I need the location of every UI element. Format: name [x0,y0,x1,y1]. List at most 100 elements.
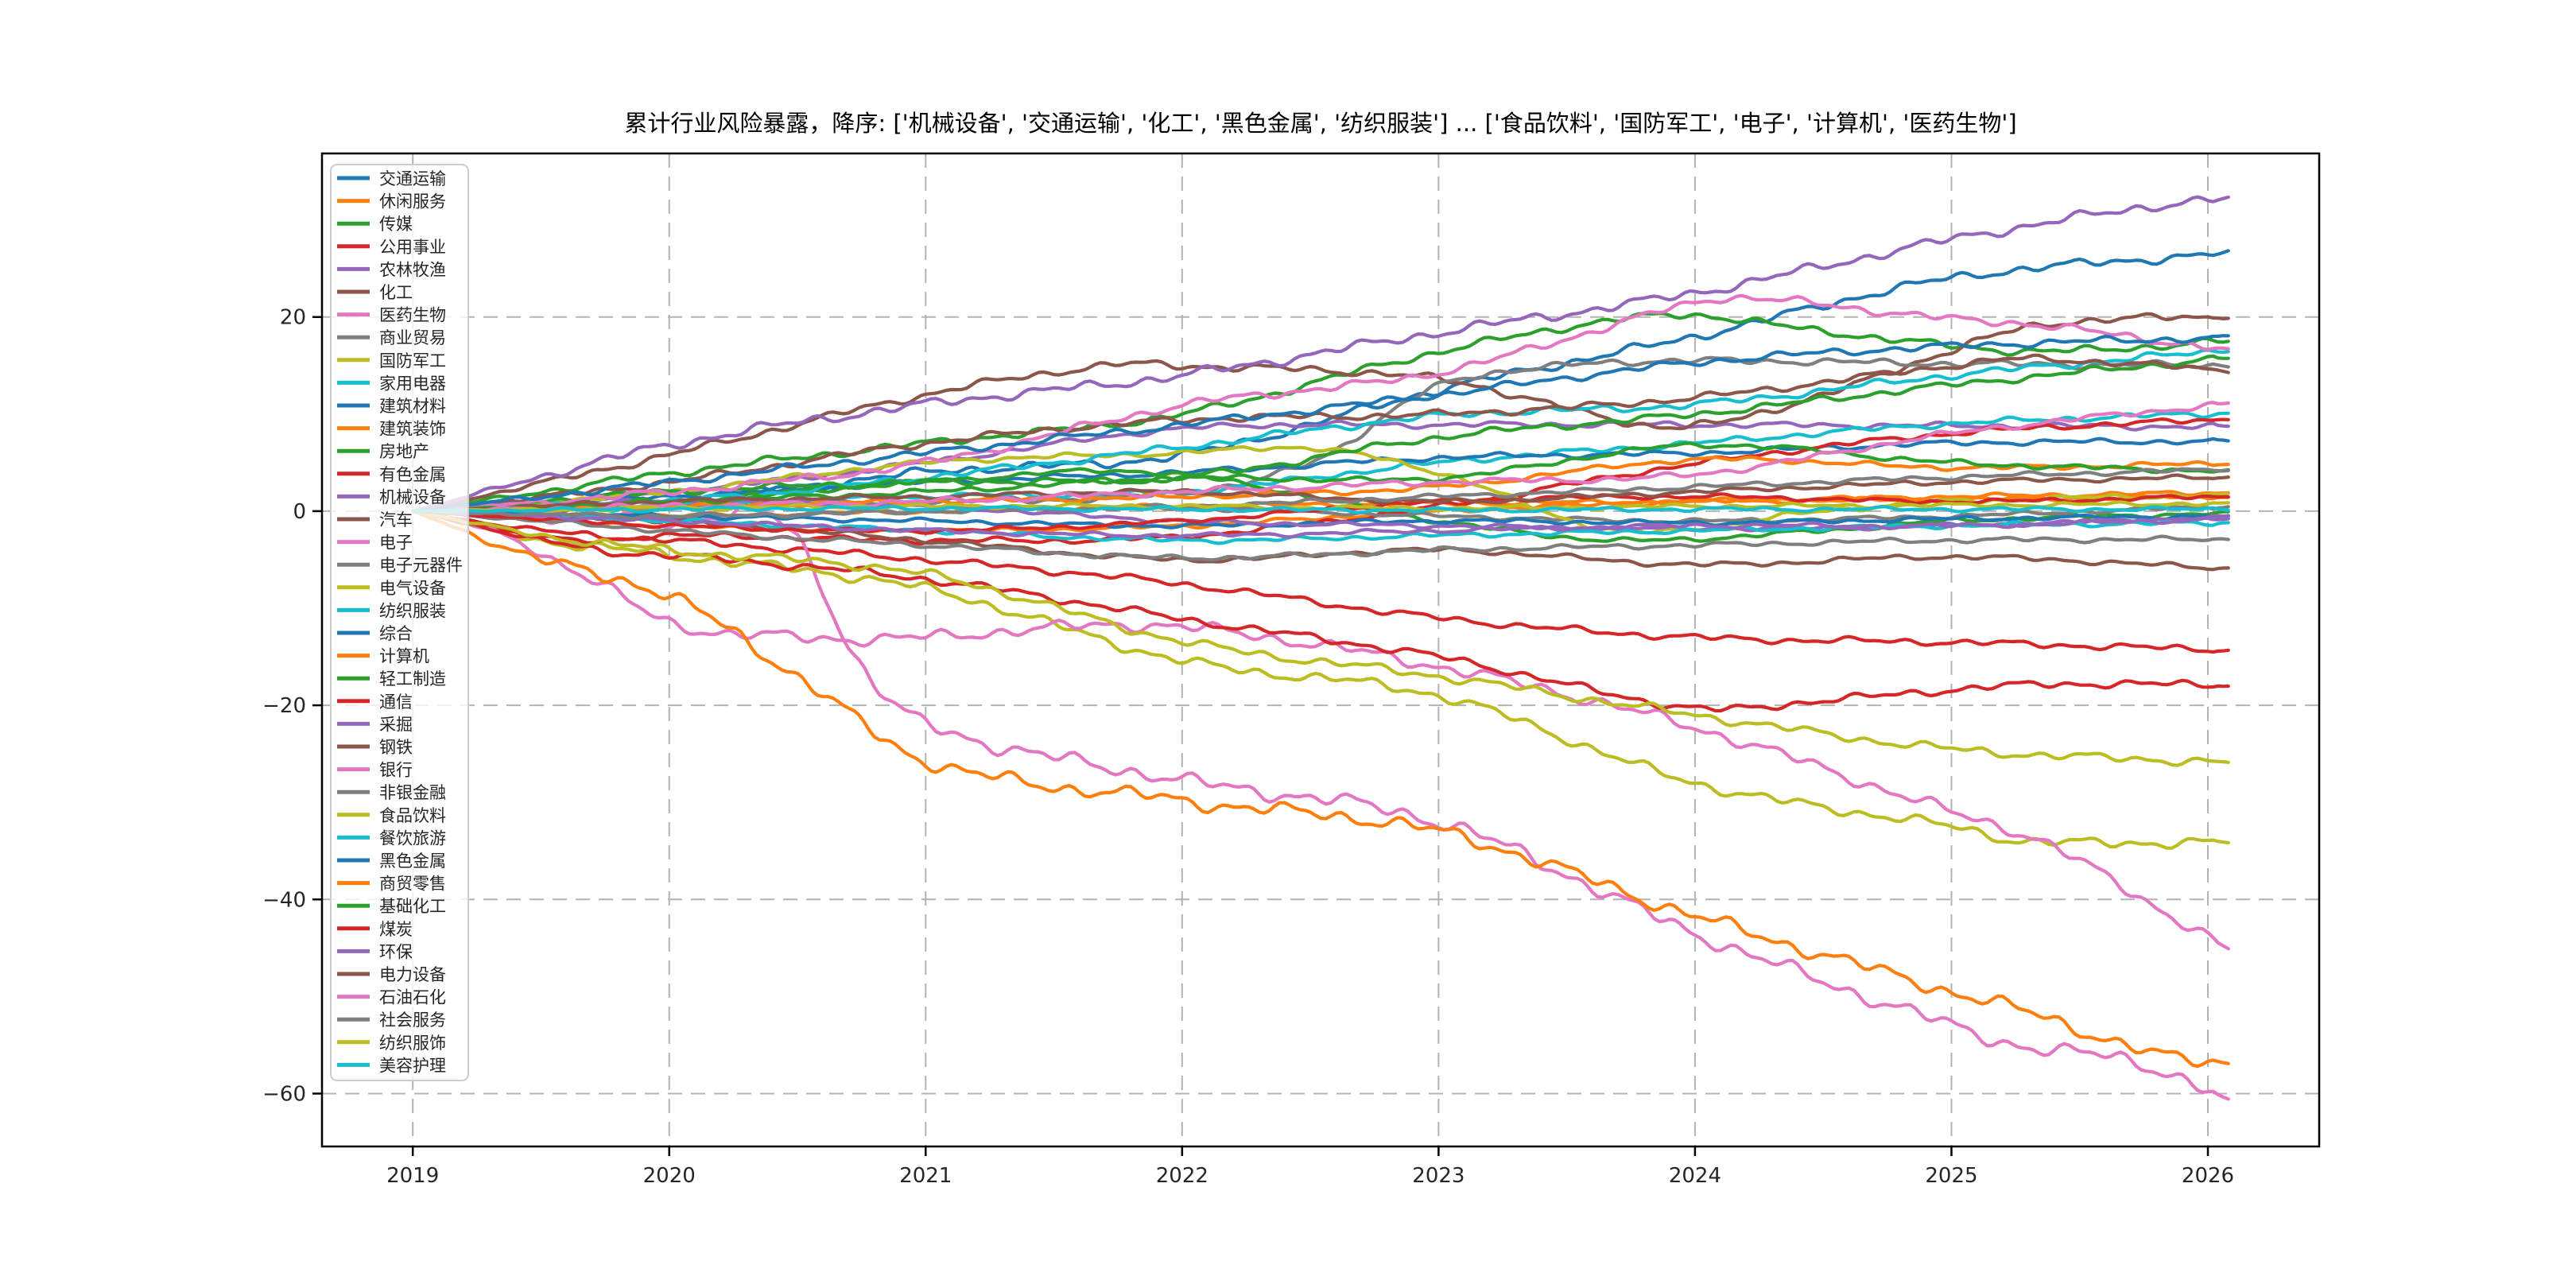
legend-label: 通信 [379,692,413,712]
legend-item: 煤炭 [337,920,413,939]
legend-label: 餐饮旅游 [379,828,446,848]
legend-label: 商贸零售 [379,875,446,894]
legend-item: 国防军工 [337,351,446,370]
legend-label: 采掘 [379,715,413,734]
legend-label: 环保 [379,942,413,961]
legend-item: 电子 [337,533,413,553]
legend-item: 纺织服饰 [337,1034,446,1053]
series-line [411,348,2230,513]
legend-item: 电子元器件 [337,556,463,575]
legend: 交通运输休闲服务传媒公用事业农林牧渔化工医药生物商业贸易国防军工家用电器建筑材料… [330,164,469,1081]
y-tick-label: −20 [262,694,306,718]
legend-item: 环保 [337,942,413,961]
x-tick-label: 2021 [899,1164,952,1188]
legend-label: 建筑材料 [379,397,446,416]
series-line [411,195,2230,513]
legend-item: 社会服务 [337,1011,446,1030]
legend-label: 计算机 [379,647,429,666]
legend-item: 医药生物 [337,306,446,325]
legend-label: 钢铁 [379,738,413,757]
legend-label: 电力设备 [379,965,446,984]
legend-item: 钢铁 [337,738,413,757]
legend-item: 美容护理 [337,1056,446,1075]
x-tick-label: 2019 [386,1164,439,1188]
series-line [411,353,2230,513]
axes-frame [320,152,2321,1148]
legend-item: 银行 [337,761,413,780]
series-line [411,504,2230,514]
legend-label: 有色金属 [379,465,446,484]
legend-label: 房地产 [379,442,429,461]
legend-label: 电气设备 [379,579,446,598]
legend-item: 纺织服装 [337,601,446,620]
legend-label: 煤炭 [379,920,413,939]
y-tick-label: 20 [280,306,306,330]
x-tick-label: 2023 [1412,1164,1465,1188]
legend-item: 食品饮料 [337,806,446,825]
series-line [411,467,2230,521]
legend-label: 机械设备 [379,487,446,506]
legend-label: 美容护理 [379,1056,446,1075]
series-line [411,509,2230,951]
legend-item: 建筑材料 [337,397,446,416]
series-line [411,334,2230,513]
series-line [411,312,2230,513]
legend-label: 建筑装饰 [379,420,446,439]
legend-item: 机械设备 [337,487,446,506]
legend-item: 采掘 [337,715,413,734]
legend-label: 公用事业 [379,238,446,257]
legend-item: 计算机 [337,647,429,666]
series-line [411,441,2230,513]
y-tick-label: −40 [262,888,306,912]
legend-item: 电气设备 [337,579,446,598]
legend-label: 化工 [379,283,413,302]
x-tick-label: 2025 [1925,1164,1977,1188]
legend-label: 食品饮料 [379,806,446,825]
legend-label: 汽车 [379,510,413,530]
legend-item: 休闲服务 [337,192,446,211]
chart-title: 累计行业风险暴露，降序: ['机械设备', '交通运输', '化工', '黑色金… [624,110,2017,137]
x-tick-label: 2022 [1156,1164,1208,1188]
legend-label: 非银金融 [379,783,446,802]
axis-ticks [312,316,2209,1156]
legend-item: 传媒 [337,215,413,234]
legend-item: 公用事业 [337,238,446,257]
series-line [411,509,2230,540]
series-line [411,312,2230,513]
legend-item: 化工 [337,283,413,302]
legend-label: 轻工制造 [379,669,446,689]
legend-label: 农林牧渔 [379,260,446,279]
legend-item: 餐饮旅游 [337,828,446,848]
legend-label: 电子元器件 [379,556,463,575]
legend-item: 轻工制造 [337,669,446,689]
legend-label: 国防军工 [379,351,446,370]
x-tick-label: 2020 [643,1164,696,1188]
series-line [411,509,2230,767]
legend-item: 非银金融 [337,783,446,802]
legend-item: 基础化工 [337,897,446,916]
series-line [411,509,2230,850]
legend-label: 纺织服装 [379,601,446,620]
legend-label: 休闲服务 [379,192,446,211]
legend-label: 医药生物 [379,306,446,325]
legend-label: 黑色金属 [379,852,446,871]
legend-label: 传媒 [379,215,413,234]
grid-lines [322,153,2319,1146]
x-tick-label: 2026 [2182,1164,2234,1188]
series-line [411,509,2230,1069]
legend-item: 综合 [337,624,413,643]
legend-label: 交通运输 [379,169,446,188]
legend-item: 通信 [337,692,413,712]
legend-item: 交通运输 [337,169,446,188]
series-line [411,509,2230,654]
legend-label: 银行 [379,761,413,780]
legend-item: 汽车 [337,510,413,530]
legend-item: 建筑装饰 [337,420,446,439]
legend-item: 石油石化 [337,988,446,1007]
axis-tick-labels: 2019 2020 2021 2022 2023 2024 2025 2026 20 0 −20 −4… [262,306,2234,1188]
legend-label: 电子 [379,533,413,553]
legend-label: 基础化工 [379,897,446,916]
series-line [411,509,2230,562]
